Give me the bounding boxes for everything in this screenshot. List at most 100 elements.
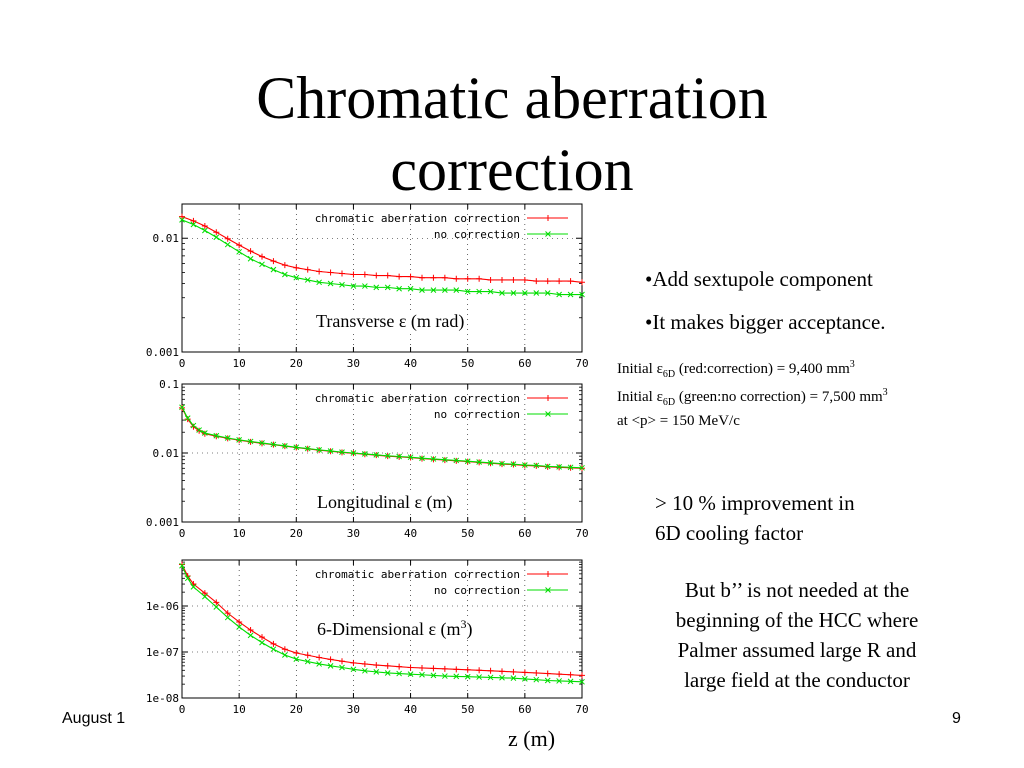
six-d-correction-point bbox=[293, 650, 300, 657]
longitudinal-no-correction-point bbox=[384, 452, 391, 459]
longitudinal-xtick-label: 20 bbox=[290, 527, 303, 540]
longitudinal-no-correction-point bbox=[304, 445, 311, 452]
transverse-no-correction-point bbox=[556, 291, 562, 298]
six-d-correction-point bbox=[373, 662, 380, 669]
longitudinal-no-correction-point bbox=[396, 453, 402, 460]
page-number: 9 bbox=[952, 710, 961, 727]
longitudinal-no-correction-point bbox=[236, 437, 242, 443]
six-d-correction-point bbox=[259, 634, 265, 641]
longitudinal-ytick-label: 0.001 bbox=[146, 516, 179, 529]
longitudinal-no-correction-point bbox=[247, 438, 254, 445]
six-d-xtick-label: 30 bbox=[347, 703, 360, 716]
transverse-correction-point bbox=[419, 274, 425, 281]
six-d-no-correction-point bbox=[476, 674, 482, 680]
six-d-no-correction-point bbox=[224, 614, 231, 621]
transverse-no-correction-point bbox=[579, 291, 585, 298]
transverse-no-correction-point bbox=[316, 279, 322, 286]
six-d-legend-no-correction-label: no correction bbox=[434, 584, 520, 597]
six-d-legend-correction-label: chromatic aberration correction bbox=[315, 568, 520, 581]
six-d-no-correction-point bbox=[202, 593, 208, 600]
six-d-correction-point bbox=[441, 665, 448, 672]
transverse-no-correction-line bbox=[181, 219, 582, 296]
six-d-label-end: ) bbox=[466, 619, 473, 639]
longitudinal-xtick-label: 60 bbox=[518, 527, 531, 540]
transverse-xtick-label: 30 bbox=[347, 357, 360, 370]
bullet-sextupole: •Add sextupole component bbox=[645, 267, 873, 291]
six-d-no-correction-point bbox=[384, 670, 391, 676]
bullet-list: •Add sextupole component •It makes bigge… bbox=[645, 264, 886, 337]
longitudinal-plot-svg: 0 10 20 30 40 50 60 70 0.1 0.01 0.001 chromatic abe… bbox=[146, 378, 589, 540]
transverse-correction-point bbox=[407, 273, 414, 280]
transverse-no-correction-point bbox=[464, 288, 471, 295]
transverse-correction-point bbox=[396, 273, 403, 280]
transverse-no-correction-point bbox=[510, 290, 517, 296]
longitudinal-xtick-label: 50 bbox=[461, 527, 474, 540]
longitudinal-no-correction-point bbox=[510, 461, 517, 467]
transverse-correction-line bbox=[181, 216, 583, 283]
six-d-correction-point bbox=[304, 652, 311, 659]
transverse-correction-point bbox=[544, 278, 551, 285]
transverse-no-correction-point bbox=[179, 217, 185, 223]
six-d-correction-point bbox=[361, 660, 368, 667]
transverse-no-correction-point bbox=[407, 285, 414, 292]
six-d-no-correction-point bbox=[579, 678, 585, 685]
momentum-line: at <p> = 150 MeV/c bbox=[617, 413, 740, 429]
caveat-line-1: But b’’ is not needed at the bbox=[684, 578, 910, 602]
longitudinal-no-correction-line bbox=[181, 407, 583, 469]
six-d-no-correction-point bbox=[270, 646, 277, 653]
six-d-no-correction-point bbox=[213, 604, 220, 610]
six-d-correction-point bbox=[521, 669, 528, 676]
six-d-xtick-label: 60 bbox=[518, 703, 531, 716]
transverse-correction-point bbox=[281, 262, 288, 269]
longitudinal-no-correction-point bbox=[407, 454, 414, 461]
six-d-xtick-label: 70 bbox=[575, 703, 588, 716]
six-d-no-correction-point bbox=[522, 676, 528, 682]
six-d-no-correction-point bbox=[556, 678, 562, 684]
transverse-correction-point bbox=[521, 276, 528, 283]
six-d-no-correction-point bbox=[533, 676, 540, 683]
transverse-correction-point bbox=[339, 270, 345, 277]
six-d-correction-point bbox=[510, 668, 517, 675]
x-axis-label: z (m) bbox=[508, 726, 556, 751]
longitudinal-no-correction-point bbox=[224, 435, 231, 441]
six-d-no-correction-point bbox=[362, 667, 368, 674]
transverse-xtick-label: 10 bbox=[233, 357, 246, 370]
six-d-label-main: 6-Dimensional ε (m bbox=[317, 619, 461, 639]
transverse-correction-point bbox=[533, 278, 540, 285]
longitudinal-no-correction-point bbox=[293, 444, 300, 451]
transverse-xtick-label: 70 bbox=[575, 357, 588, 370]
transverse-no-correction-point bbox=[384, 284, 391, 291]
six-d-no-correction-point bbox=[499, 674, 505, 681]
transverse-no-correction-point bbox=[236, 248, 242, 255]
six-d-ytick-label: 1e-07 bbox=[146, 646, 179, 659]
transverse-xtick-label: 60 bbox=[518, 357, 531, 370]
transverse-legend-correction-label: chromatic aberration correction bbox=[315, 212, 520, 225]
transverse-xtick-label: 50 bbox=[461, 357, 474, 370]
transverse-correction-point bbox=[430, 274, 437, 281]
six-d-no-correction-point bbox=[567, 678, 574, 685]
initial-2-prefix: Initial ε bbox=[617, 389, 663, 405]
longitudinal-no-correction-point bbox=[259, 440, 265, 446]
transverse-correction-point bbox=[556, 278, 563, 285]
longitudinal-no-correction-point bbox=[533, 462, 540, 469]
six-d-no-correction-point bbox=[259, 639, 265, 646]
transverse-ytick-label: 0.01 bbox=[153, 232, 180, 245]
transverse-no-correction-point bbox=[247, 255, 254, 262]
six-d-ytick-label: 1e-08 bbox=[146, 692, 179, 705]
transverse-no-correction-point bbox=[499, 290, 505, 296]
transverse-no-correction-point bbox=[190, 221, 197, 228]
six-d-correction-point bbox=[396, 663, 403, 670]
longitudinal-no-correction-point bbox=[579, 464, 585, 471]
transverse-correction-point bbox=[179, 213, 185, 220]
six-d-correction-point bbox=[327, 656, 334, 663]
caveat-line-4: large field at the conductor bbox=[684, 668, 910, 692]
longitudinal-no-correction-point bbox=[316, 447, 322, 453]
transverse-correction-point bbox=[350, 271, 357, 278]
transverse-correction-point bbox=[293, 264, 300, 271]
six-d-no-correction-point bbox=[350, 666, 357, 673]
transverse-correction-point bbox=[579, 279, 585, 286]
improvement-line-2: 6D cooling factor bbox=[655, 521, 804, 545]
initial-2-mid: (green:no correction) = 7,500 mm bbox=[675, 389, 883, 405]
six-d-correction-point bbox=[419, 664, 425, 671]
longitudinal-panel-label: Longitudinal ε (m) bbox=[317, 492, 453, 513]
